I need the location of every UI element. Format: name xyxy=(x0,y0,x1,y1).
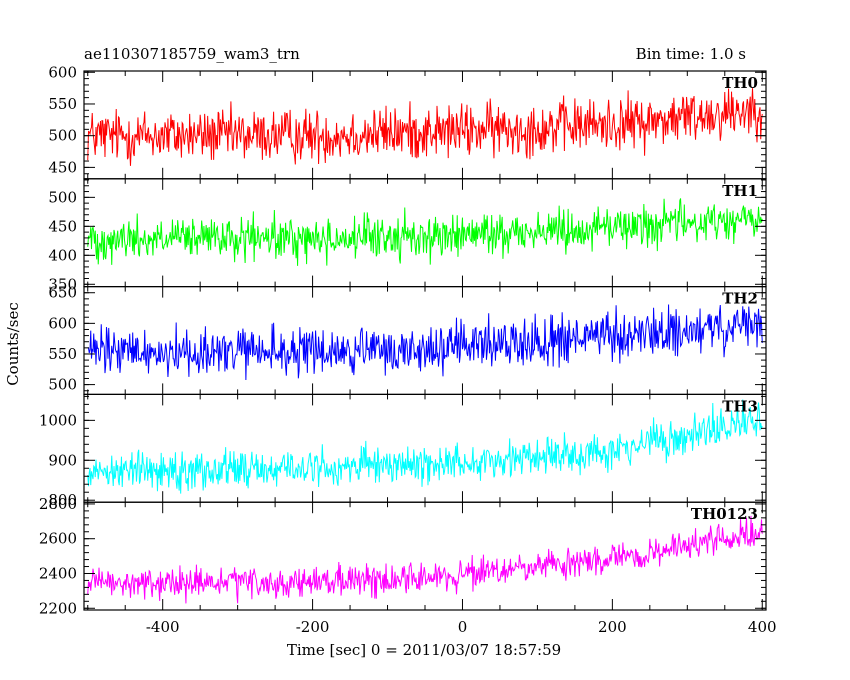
chart-title: ae110307185759_wam3_trn xyxy=(84,45,300,63)
panel-label: TH1 xyxy=(722,182,758,200)
y-tick-label: 450 xyxy=(48,158,77,176)
panel-frame xyxy=(83,393,767,503)
series-th0 xyxy=(87,88,763,166)
panel-label: TH0 xyxy=(722,74,758,92)
y-tick-label: 900 xyxy=(48,451,77,469)
panel-th3: 800 900 1000 TH3 xyxy=(39,393,767,509)
y-tick-label: 450 xyxy=(48,217,77,235)
y-tick-label: 2400 xyxy=(39,564,77,582)
y-axis-title: Counts/sec xyxy=(4,302,22,386)
panels-group: 450 500 550 600 TH0 350 400 450 500 TH1 500 550 600 6… xyxy=(39,63,777,636)
panel-th0: 450 500 550 600 TH0 xyxy=(48,63,767,180)
series-th2 xyxy=(87,304,763,380)
series-th1 xyxy=(87,198,763,266)
x-tick-label: -400 xyxy=(146,618,180,636)
panel-th2: 500 550 600 650 TH2 xyxy=(48,284,767,396)
x-tick-label: -200 xyxy=(296,618,330,636)
y-tick-label: 1000 xyxy=(39,411,77,429)
y-tick-label: 2200 xyxy=(39,599,77,617)
panel-label: TH0123 xyxy=(691,505,758,523)
y-tick-label: 600 xyxy=(48,63,77,81)
y-tick-label: 500 xyxy=(48,127,77,145)
y-tick-label: 650 xyxy=(48,284,77,302)
y-tick-label: 2800 xyxy=(39,495,77,513)
series-th0123 xyxy=(87,515,763,604)
panel-label: TH2 xyxy=(722,290,758,308)
x-tick-label: 400 xyxy=(748,618,777,636)
x-tick-label: 0 xyxy=(458,618,468,636)
x-tick-label: 200 xyxy=(598,618,627,636)
y-tick-label: 500 xyxy=(48,376,77,394)
y-tick-label: 2600 xyxy=(39,530,77,548)
y-tick-label: 600 xyxy=(48,314,77,332)
panel-th0123: 2200 2400 2600 2800 TH0123 xyxy=(39,495,767,617)
panel-th1: 350 400 450 500 TH1 xyxy=(48,178,767,293)
y-tick-label: 550 xyxy=(48,95,77,113)
y-tick-label: 550 xyxy=(48,345,77,363)
bin-time-label: Bin time: 1.0 s xyxy=(636,45,746,63)
y-tick-label: 350 xyxy=(48,275,77,293)
y-tick-label: 800 xyxy=(48,491,77,509)
y-tick-label: 400 xyxy=(48,246,77,264)
panel-label: TH3 xyxy=(722,397,758,415)
y-tick-label: 500 xyxy=(48,188,77,206)
x-axis-title: Time [sec] 0 = 2011/03/07 18:57:59 xyxy=(287,641,561,659)
series-th3 xyxy=(87,399,763,494)
